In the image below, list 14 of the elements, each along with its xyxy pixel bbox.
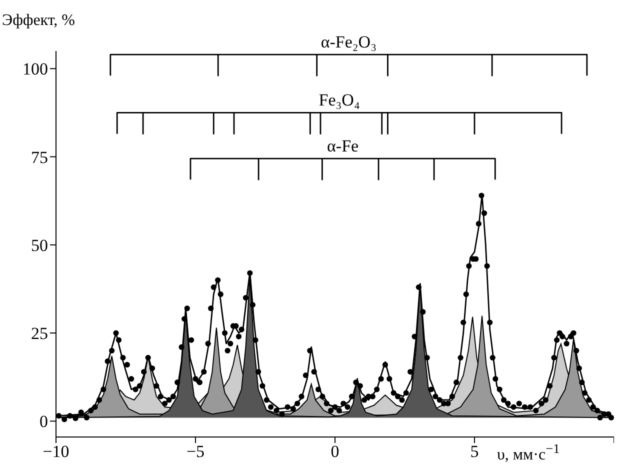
series-label: α-Fe xyxy=(327,136,359,156)
x-axis-title: υ, мм·с$^{−1}$ xyxy=(497,440,560,464)
y-tick-label: 0 xyxy=(40,412,48,432)
x-tick-label: 5 xyxy=(470,442,479,462)
series-label: α-Fe₂O₃ xyxy=(320,32,377,52)
y-tick-label: 25 xyxy=(31,324,48,344)
y-tick-label: 75 xyxy=(31,148,48,167)
series-label: Fe₃O₄ xyxy=(318,90,360,110)
x-tick-label: −5 xyxy=(186,442,205,462)
y-tick-label: 100 xyxy=(22,60,48,79)
x-tick-label: 0 xyxy=(330,442,340,462)
y-tick-label: 50 xyxy=(31,236,48,255)
x-tick-label: −10 xyxy=(42,442,70,462)
y-axis-title: Эффект, % xyxy=(2,12,75,30)
